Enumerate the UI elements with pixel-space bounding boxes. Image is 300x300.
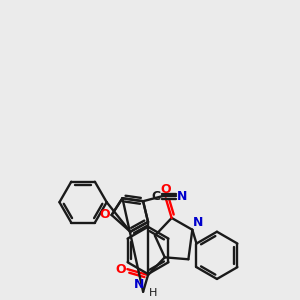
Text: N: N bbox=[134, 278, 144, 291]
Text: N: N bbox=[177, 190, 187, 203]
Text: O: O bbox=[116, 262, 126, 276]
Text: H: H bbox=[149, 288, 158, 298]
Text: O: O bbox=[160, 183, 171, 196]
Text: C: C bbox=[152, 190, 161, 203]
Text: O: O bbox=[99, 208, 110, 221]
Text: N: N bbox=[193, 216, 204, 229]
